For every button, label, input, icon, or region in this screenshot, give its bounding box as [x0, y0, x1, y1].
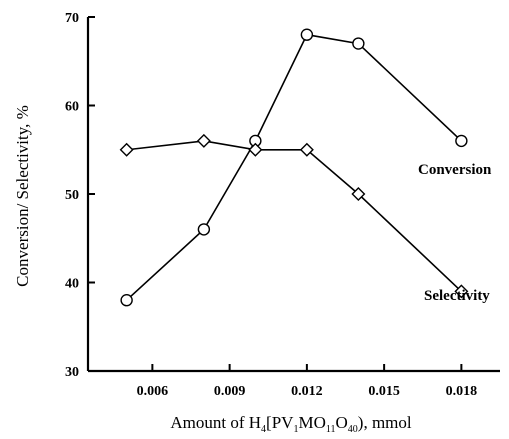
- y-axis-label: Conversion/ Selectivity, %: [13, 105, 32, 287]
- data-point-conversion: [353, 38, 364, 49]
- data-point-selectivity: [249, 144, 261, 156]
- x-tick-label: 0.015: [368, 384, 400, 399]
- x-axis-label-part: O: [336, 413, 348, 432]
- x-axis-label-part: ), mmol: [358, 413, 412, 432]
- data-point-conversion: [301, 29, 312, 40]
- x-axis-label-part: Amount of H: [170, 413, 261, 432]
- data-point-selectivity: [121, 144, 133, 156]
- y-tick-label: 50: [65, 188, 79, 203]
- x-axis-label-part: [PV: [266, 413, 294, 432]
- data-point-conversion: [121, 295, 132, 306]
- series-label-selectivity: Selectivity: [424, 288, 490, 304]
- axes: [88, 17, 500, 371]
- x-tick-label: 0.018: [446, 384, 478, 399]
- x-ticks: 0.006 0.009 0.012 0.015 0.018: [137, 364, 478, 399]
- series-selectivity: [121, 135, 468, 297]
- data-point-selectivity: [198, 135, 210, 147]
- x-axis-label-subscript: 11: [326, 424, 336, 435]
- x-tick-label: 0.009: [214, 384, 246, 399]
- series-layer: [121, 29, 468, 306]
- y-tick-label: 40: [65, 277, 79, 292]
- series-line-selectivity: [127, 141, 462, 292]
- y-tick-label: 70: [65, 11, 79, 26]
- data-point-conversion: [198, 224, 209, 235]
- series-line-conversion: [127, 35, 462, 301]
- x-axis-label: Amount of H4[PV1MO11O40), mmol: [170, 413, 412, 435]
- y-ticks: 30 40 50 60 70: [65, 11, 95, 380]
- x-axis-label-part: MO: [298, 413, 325, 432]
- y-tick-label: 60: [65, 100, 79, 115]
- data-point-conversion: [456, 135, 467, 146]
- y-tick-label: 30: [65, 365, 79, 380]
- x-tick-label: 0.006: [137, 384, 169, 399]
- x-tick-label: 0.012: [291, 384, 323, 399]
- x-axis-label-subscript: 40: [348, 424, 358, 435]
- series-label-conversion: Conversion: [418, 162, 492, 178]
- series-conversion: [121, 29, 467, 306]
